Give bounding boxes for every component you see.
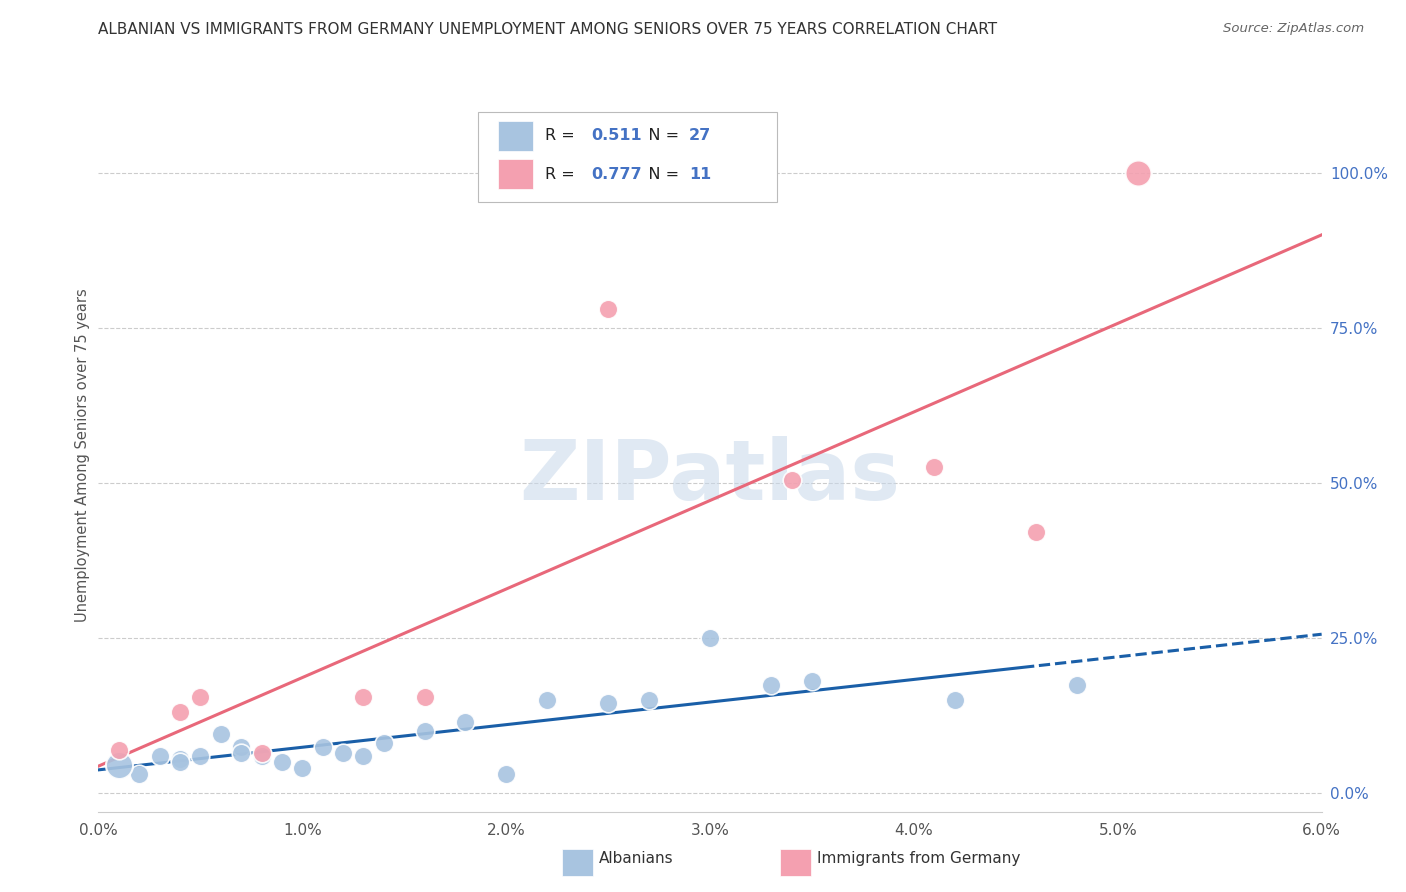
Text: 11: 11 — [689, 167, 711, 182]
Point — [922, 460, 945, 475]
Text: 27: 27 — [689, 128, 711, 144]
Point — [373, 736, 395, 750]
Point — [332, 746, 354, 760]
Point — [108, 742, 131, 756]
Point — [413, 724, 436, 739]
Text: ZIPatlas: ZIPatlas — [520, 436, 900, 516]
Y-axis label: Unemployment Among Seniors over 75 years: Unemployment Among Seniors over 75 years — [75, 288, 90, 622]
Point — [270, 755, 292, 769]
Point — [149, 748, 172, 763]
Text: 0.511: 0.511 — [592, 128, 643, 144]
Text: N =: N = — [633, 167, 685, 182]
Text: Source: ZipAtlas.com: Source: ZipAtlas.com — [1223, 22, 1364, 36]
Point — [598, 696, 620, 710]
Point — [352, 690, 374, 704]
Point — [801, 674, 824, 689]
Point — [761, 677, 783, 691]
Point — [209, 727, 232, 741]
Point — [108, 758, 131, 772]
Point — [536, 693, 558, 707]
Point — [454, 714, 477, 729]
FancyBboxPatch shape — [478, 112, 778, 202]
Point — [188, 690, 212, 704]
Text: Albanians: Albanians — [599, 851, 673, 865]
Point — [231, 746, 253, 760]
Point — [637, 693, 661, 707]
FancyBboxPatch shape — [498, 121, 533, 151]
Text: 0.777: 0.777 — [592, 167, 643, 182]
Text: N =: N = — [633, 128, 685, 144]
Point — [1066, 677, 1088, 691]
FancyBboxPatch shape — [498, 160, 533, 189]
Point — [311, 739, 335, 754]
Point — [1025, 525, 1047, 540]
Text: R =: R = — [546, 167, 579, 182]
Point — [188, 748, 212, 763]
Point — [413, 690, 436, 704]
Point — [250, 746, 273, 760]
Point — [699, 631, 721, 645]
Point — [352, 748, 374, 763]
Text: Immigrants from Germany: Immigrants from Germany — [817, 851, 1021, 865]
Point — [169, 706, 191, 720]
Point — [128, 767, 150, 781]
Point — [231, 739, 253, 754]
Point — [169, 755, 191, 769]
Text: R =: R = — [546, 128, 579, 144]
Point — [169, 752, 191, 766]
Point — [250, 748, 273, 763]
Point — [291, 761, 314, 775]
Point — [598, 302, 620, 317]
Text: ALBANIAN VS IMMIGRANTS FROM GERMANY UNEMPLOYMENT AMONG SENIORS OVER 75 YEARS COR: ALBANIAN VS IMMIGRANTS FROM GERMANY UNEM… — [98, 22, 997, 37]
Point — [780, 473, 803, 487]
Point — [495, 767, 517, 781]
Point — [1128, 165, 1150, 179]
Point — [943, 693, 966, 707]
